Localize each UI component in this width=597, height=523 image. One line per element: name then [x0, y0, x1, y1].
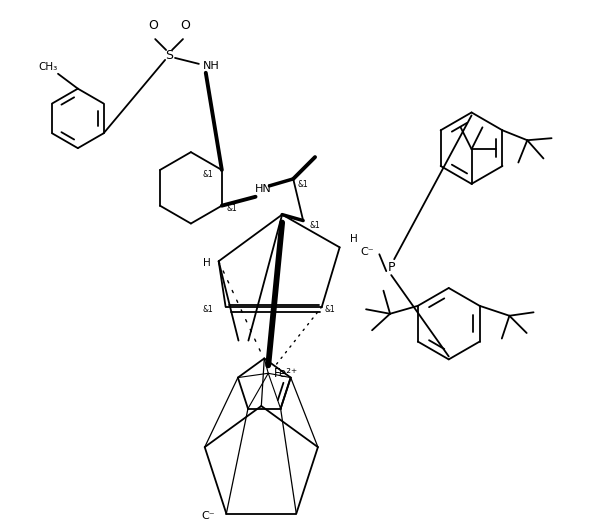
Text: O: O — [148, 19, 158, 32]
Text: &1: &1 — [298, 180, 309, 189]
Text: O: O — [180, 19, 190, 32]
Text: S: S — [165, 50, 173, 62]
Text: P: P — [387, 260, 395, 274]
Text: &1: &1 — [324, 305, 335, 314]
Text: &1: &1 — [310, 221, 321, 230]
Text: &1: &1 — [226, 204, 237, 213]
Text: NH: NH — [204, 61, 220, 71]
Text: HN: HN — [255, 184, 272, 194]
Text: C⁻: C⁻ — [361, 247, 374, 257]
Text: Fe²⁺: Fe²⁺ — [274, 367, 298, 380]
Text: CH₃: CH₃ — [38, 62, 58, 72]
Text: H: H — [203, 258, 211, 268]
Text: H: H — [350, 234, 358, 244]
Text: C⁻: C⁻ — [202, 510, 216, 520]
Text: &1: &1 — [202, 305, 213, 314]
Text: &1: &1 — [202, 170, 213, 179]
